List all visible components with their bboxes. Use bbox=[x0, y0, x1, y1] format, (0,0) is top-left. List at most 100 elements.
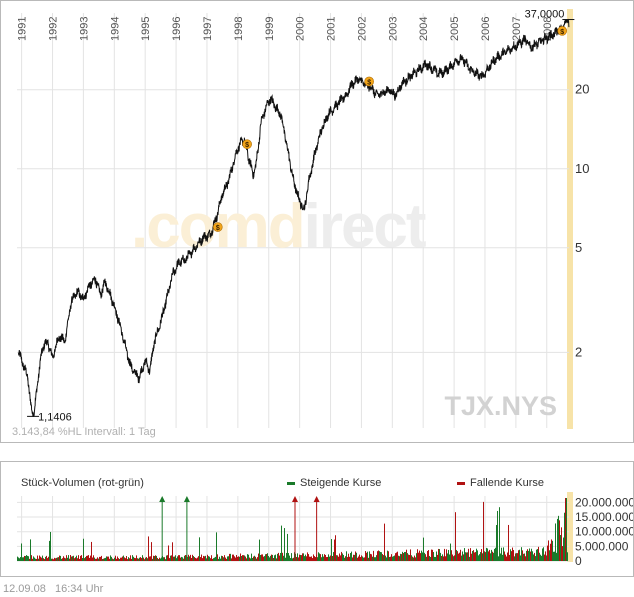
volume-bar-up bbox=[133, 556, 134, 561]
volume-bar-down bbox=[327, 556, 328, 561]
volume-bar-up bbox=[411, 555, 412, 561]
volume-bar-up bbox=[560, 535, 561, 561]
volume-bar-down bbox=[116, 558, 117, 561]
volume-bar-down bbox=[115, 555, 116, 561]
volume-bar-up bbox=[342, 553, 343, 561]
volume-bar-down bbox=[378, 550, 379, 561]
volume-bar-up bbox=[413, 557, 414, 561]
volume-bar-down bbox=[561, 527, 562, 561]
volume-bar-down bbox=[179, 555, 180, 561]
volume-bar-down bbox=[59, 555, 60, 561]
volume-bar-down bbox=[293, 557, 294, 561]
volume-bar-down bbox=[245, 556, 246, 561]
volume-bar-up bbox=[442, 554, 443, 561]
volume-bar-down bbox=[339, 553, 340, 561]
volume-y-tick-label: 0 bbox=[575, 554, 582, 568]
volume-bar-down bbox=[509, 554, 510, 561]
volume-bar-down bbox=[441, 555, 442, 561]
volume-bar-up bbox=[292, 558, 293, 561]
volume-bar-up bbox=[73, 555, 74, 561]
volume-bar-down bbox=[527, 549, 528, 561]
volume-bar-down bbox=[95, 558, 96, 561]
volume-bar-down bbox=[388, 551, 389, 561]
volume-bar-down bbox=[229, 553, 230, 561]
volume-bar-down bbox=[315, 557, 316, 561]
volume-bar-down bbox=[63, 556, 64, 561]
volume-bar-down bbox=[410, 549, 411, 561]
volume-bar-up bbox=[558, 515, 559, 561]
volume-bar-down bbox=[84, 558, 85, 561]
volume-bar-up bbox=[284, 528, 285, 561]
volume-bar-down bbox=[412, 556, 413, 561]
volume-bar-up bbox=[104, 558, 105, 561]
volume-bar-down bbox=[365, 551, 366, 561]
volume-bar-down bbox=[100, 556, 101, 561]
volume-bar-up bbox=[67, 557, 68, 561]
volume-bar-down bbox=[273, 558, 274, 561]
volume-bar-up bbox=[137, 558, 138, 561]
volume-bar-up bbox=[213, 558, 214, 561]
volume-bar-down bbox=[473, 550, 474, 561]
volume-bar-up bbox=[244, 555, 245, 561]
volume-bar-down bbox=[131, 558, 132, 561]
volume-bar-down bbox=[148, 536, 149, 561]
volume-bar-down bbox=[138, 558, 139, 561]
volume-bar-up bbox=[402, 551, 403, 561]
volume-bar-up bbox=[450, 543, 451, 561]
volume-bar-up bbox=[456, 549, 457, 561]
dividend-icon bbox=[364, 76, 374, 87]
volume-bar-up bbox=[336, 555, 337, 561]
volume-bar-down bbox=[91, 541, 92, 561]
volume-bar-down bbox=[207, 554, 208, 561]
price-x-tick-label: 2004 bbox=[418, 17, 430, 41]
volume-bar-down bbox=[52, 558, 53, 561]
volume-bar-up bbox=[422, 552, 423, 561]
price-x-tick-label: 2006 bbox=[480, 17, 492, 41]
price-x-tick-label: 1992 bbox=[48, 17, 60, 41]
volume-bar-up bbox=[68, 555, 69, 561]
volume-bar-up bbox=[426, 556, 427, 561]
volume-bar-down bbox=[140, 557, 141, 561]
volume-bars bbox=[17, 498, 568, 561]
volume-bar-down bbox=[330, 555, 331, 561]
volume-bar-up bbox=[220, 558, 221, 561]
volume-bar-up bbox=[389, 556, 390, 561]
volume-bar-down bbox=[249, 557, 250, 561]
volume-bar-down bbox=[417, 549, 418, 561]
volume-bar-down bbox=[452, 554, 453, 561]
volume-bar-up bbox=[214, 557, 215, 561]
legend-label-falling: Fallende Kurse bbox=[470, 477, 544, 489]
volume-bar-down bbox=[153, 555, 154, 561]
volume-bar-up bbox=[354, 554, 355, 561]
volume-y-tick-label: 20.000.000 bbox=[575, 495, 633, 509]
volume-bar-up bbox=[27, 555, 28, 561]
volume-bar-down bbox=[371, 554, 372, 561]
volume-bar-down bbox=[226, 558, 227, 561]
volume-bar-down bbox=[39, 555, 40, 561]
volume-bar-up bbox=[328, 554, 329, 561]
volume-bar-up bbox=[230, 553, 231, 561]
price-x-tick-label: 1991 bbox=[17, 17, 29, 41]
volume-bar-down bbox=[437, 554, 438, 561]
price-x-tick-label: 2007 bbox=[511, 17, 523, 41]
volume-bar-down bbox=[306, 556, 307, 561]
price-x-tick-label: 2003 bbox=[387, 17, 399, 41]
volume-bar-down bbox=[446, 549, 447, 561]
volume-bar-up bbox=[33, 556, 34, 561]
volume-bar-down bbox=[86, 555, 87, 561]
volume-bar-down bbox=[384, 523, 385, 561]
volume-bar-up bbox=[490, 553, 491, 561]
volume-bar-down bbox=[188, 554, 189, 561]
volume-bar-down bbox=[562, 546, 563, 561]
volume-bar-down bbox=[349, 556, 350, 561]
volume-bar-down bbox=[359, 554, 360, 561]
volume-bar-up bbox=[372, 556, 373, 561]
volume-bar-down bbox=[525, 556, 526, 561]
volume-bar-down bbox=[149, 556, 150, 561]
volume-bar-up bbox=[105, 557, 106, 561]
volume-bar-down bbox=[507, 552, 508, 561]
volume-bar-down bbox=[518, 550, 519, 561]
volume-bar-down bbox=[77, 558, 78, 561]
volume-bar-up bbox=[434, 556, 435, 561]
volume-bar-down bbox=[204, 556, 205, 561]
